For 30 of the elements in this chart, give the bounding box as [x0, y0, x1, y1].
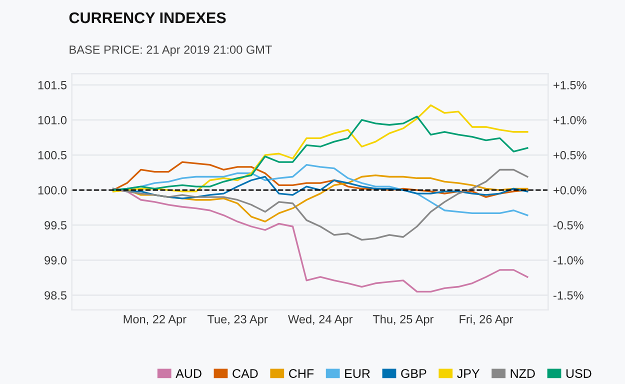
y-tick-label: 101.5 [38, 80, 67, 90]
legend-label: CHF [289, 369, 314, 378]
chart-title: CURRENCY INDEXES [69, 12, 226, 24]
legend-label: JPY [457, 369, 480, 378]
y2-tick-label: -1.0% [554, 256, 584, 265]
y-tick-label: 98.5 [44, 291, 67, 300]
y-tick-label: 100.0 [38, 186, 67, 194]
y2-tick-label: +0.0% [554, 186, 586, 194]
legend-label: EUR [345, 369, 370, 378]
y-tick-label: 100.5 [38, 151, 67, 160]
y2-tick-label: +1.5% [554, 81, 586, 90]
x-tick-label: Wed, 24 Apr [288, 314, 353, 326]
line-series [112, 168, 528, 241]
legend-label: GBP [401, 369, 426, 378]
y-tick-label: 99.0 [44, 256, 67, 265]
y-tick-label: 101.0 [38, 116, 67, 124]
chart-subtitle: BASE PRICE: 21 Apr 2019 21:00 GMT [70, 46, 272, 56]
x-tick-label: Mon, 22 Apr [124, 315, 186, 326]
x-tick-label: Tue, 23 Apr [208, 315, 268, 326]
legend-label: USD [566, 369, 592, 378]
y2-tick-label: -1.5% [554, 291, 584, 300]
y2-tick-label: +1.0% [554, 116, 586, 124]
y2-tick-label: +0.5% [554, 151, 586, 160]
legend-label: AUD [176, 369, 202, 378]
y-tick-label: 99.5 [44, 221, 67, 230]
x-tick-label: Fri, 26 Apr [460, 314, 514, 326]
legend-label: CAD [232, 369, 258, 378]
y2-tick-label: -0.5% [554, 221, 584, 230]
x-tick-label: Thu, 25 Apr [372, 314, 434, 326]
legend-label: NZD [510, 369, 535, 378]
